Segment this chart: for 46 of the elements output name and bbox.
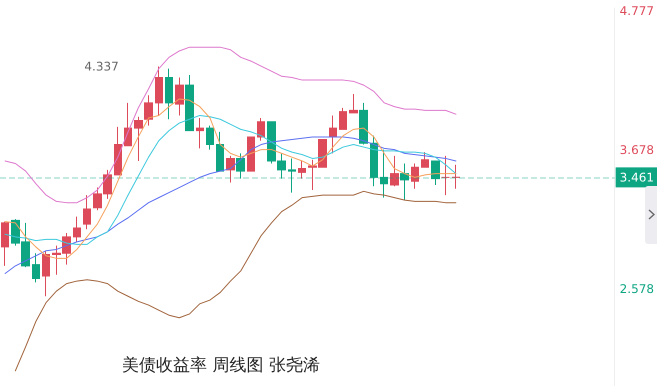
candlestick <box>124 102 132 146</box>
candlestick <box>380 149 388 198</box>
candlestick <box>288 158 296 194</box>
candlestick <box>206 125 214 150</box>
candlestick <box>32 252 40 283</box>
candlestick <box>1 221 9 266</box>
candlestick <box>144 94 153 126</box>
line-series <box>4 46 456 204</box>
candlestick <box>339 107 347 130</box>
candlestick <box>257 117 265 142</box>
candlestick <box>431 160 440 186</box>
line-series <box>4 114 456 245</box>
candlestick <box>247 136 255 172</box>
line-series <box>14 190 456 372</box>
y-tick-label: 3.678 <box>620 142 654 157</box>
candlestick <box>114 126 122 176</box>
candlestick <box>390 155 399 187</box>
candlestick <box>298 160 306 180</box>
candlestick <box>134 116 143 162</box>
candlestick <box>165 68 173 120</box>
candlestick <box>175 77 184 116</box>
line-series <box>4 136 456 274</box>
ref-line-label: 3.461 <box>620 170 654 184</box>
candlestick <box>236 152 245 180</box>
candlestick <box>452 164 460 190</box>
annotation: 4.337 <box>84 60 119 74</box>
candlestick <box>400 163 409 201</box>
candlestick <box>329 114 337 154</box>
candlestick <box>411 163 419 190</box>
candlestick <box>185 74 194 132</box>
candlestick <box>441 155 450 196</box>
candlestick <box>42 250 50 297</box>
y-tick-label: 2.578 <box>620 282 654 296</box>
candlestick <box>349 93 358 114</box>
line-series <box>4 98 456 259</box>
candlestick <box>421 152 429 168</box>
candlestick <box>359 102 368 146</box>
candlestick <box>370 135 378 187</box>
candlestick <box>83 194 91 230</box>
y-tick-label: 4.777 <box>620 4 654 18</box>
candlestick <box>73 216 81 242</box>
annotation: 美债收益率 周线图 张尧浠 <box>122 356 320 376</box>
candlestick <box>216 131 224 172</box>
candlestick <box>196 117 204 149</box>
candlestick <box>155 66 163 116</box>
candlestick <box>226 155 235 183</box>
